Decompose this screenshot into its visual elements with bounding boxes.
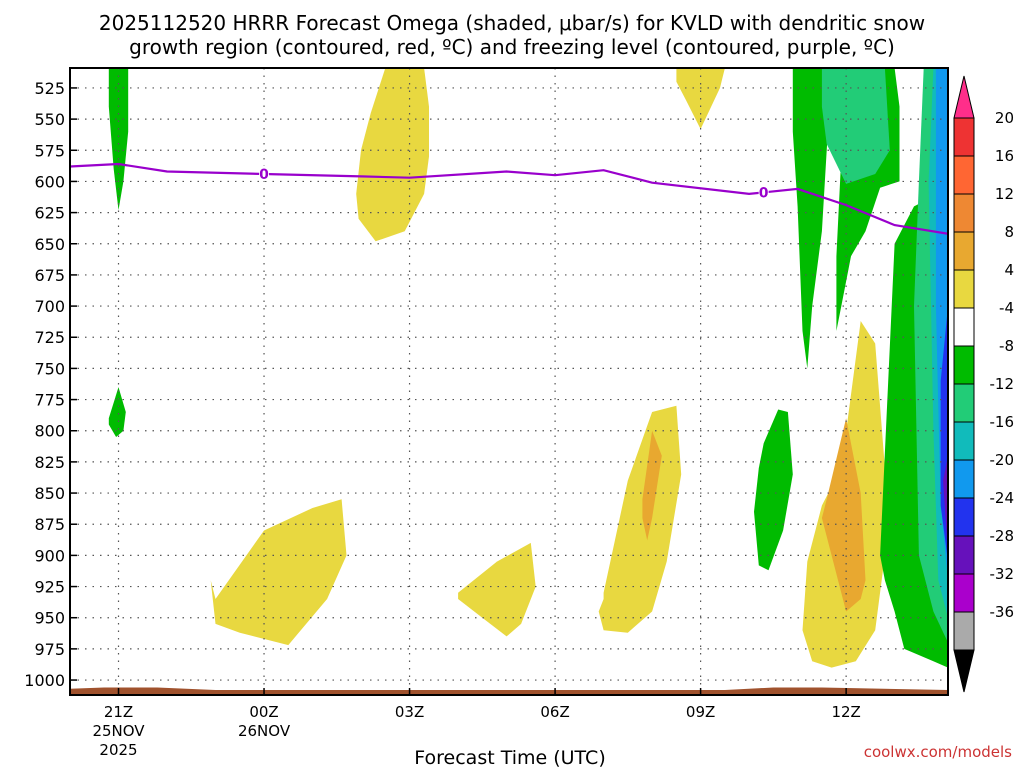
omega-area-yellow-03z: [356, 68, 429, 242]
colorbar-segment-12: [953, 573, 975, 613]
colorbar-label-5: -4: [999, 299, 1014, 317]
colorbar-segment-6: [953, 345, 975, 385]
colorbar-segment-4: [953, 269, 975, 309]
x-tick-date-21Z: 25NOV: [92, 722, 145, 740]
y-tick-label-700: 700: [34, 297, 65, 316]
y-tick-label-575: 575: [34, 141, 65, 160]
terrain-fill: [70, 687, 948, 695]
colorbar-segment-2: [953, 193, 975, 233]
colorbar-label-6: -8: [999, 337, 1014, 355]
omega-area-green-right-main: [792, 68, 948, 668]
y-axis: 525 550 575 600 625 650 675 700 725 750 775 800 825 8…: [24, 79, 77, 690]
omega-area-teal-11z: [821, 68, 890, 184]
x-tick-label-12Z: 12Z: [831, 703, 860, 721]
omega-area-orange-12z: [821, 418, 866, 612]
y-tick-label-875: 875: [34, 515, 65, 534]
freezing-level-line: [70, 162, 948, 235]
colorbar-label-2: 12: [995, 185, 1014, 203]
omega-area-green-21z-upper: [108, 68, 129, 211]
omega-area-yellow-0530z: [458, 542, 536, 637]
omega-shaded-areas: [108, 68, 948, 668]
colorbar-label-3: 8: [1004, 223, 1014, 241]
omega-area-yellow-00z-low: [210, 499, 347, 646]
y-tick-label-550: 550: [34, 110, 65, 129]
credit-link[interactable]: coolwx.com/models: [864, 743, 1012, 761]
y-tick-label-775: 775: [34, 391, 65, 410]
y-tick-label-525: 525: [34, 79, 65, 98]
y-tick-label-825: 825: [34, 453, 65, 472]
omega-area-green-21z-lower: [108, 387, 126, 437]
colorbar-label-11: -28: [990, 527, 1015, 545]
y-tick-label-1000: 1000: [24, 671, 65, 690]
colorbar-segment-9: [953, 459, 975, 499]
x-tick-label-09Z: 09Z: [686, 703, 715, 721]
omega-area-green-10z: [754, 409, 793, 571]
colorbar-segment-5: [953, 307, 975, 347]
colorbar-segment-8: [953, 421, 975, 461]
colorbar-bottom-arrow: [953, 649, 975, 693]
omega-area-yellow-08z: [598, 405, 682, 633]
y-tick-label-725: 725: [34, 328, 65, 347]
chart-title-line1: 2025112520 HRRR Forecast Omega (shaded, …: [99, 11, 925, 35]
y-tick-label-950: 950: [34, 609, 65, 628]
y-tick-label-600: 600: [34, 172, 65, 191]
colorbar: 20 16 12 8 4 -4 -8 -12 -16 -20 -24 -28 -32 -36: [953, 75, 1015, 693]
colorbar-segment-3: [953, 231, 975, 271]
x-tick-label-21Z: 21Z: [104, 703, 133, 721]
colorbar-label-13: -36: [990, 603, 1015, 621]
colorbar-segment-11: [953, 535, 975, 575]
omega-area-orange-08z: [642, 430, 662, 541]
y-tick-label-925: 925: [34, 578, 65, 597]
y-tick-label-900: 900: [34, 546, 65, 565]
colorbar-label-12: -32: [990, 565, 1015, 583]
y-tick-label-675: 675: [34, 266, 65, 285]
x-tick-date-00Z: 26NOV: [238, 722, 291, 740]
y-tick-label-975: 975: [34, 640, 65, 659]
x-tick-label-00Z: 00Z: [249, 703, 278, 721]
x-axis-title: Forecast Time (UTC): [414, 747, 605, 768]
colorbar-segment-13: [953, 611, 975, 651]
colorbar-segment-0: [953, 117, 975, 157]
y-tick-label-800: 800: [34, 422, 65, 441]
svg-text:0: 0: [759, 185, 769, 201]
svg-text:0: 0: [259, 167, 269, 183]
colorbar-label-4: 4: [1004, 261, 1014, 279]
chart-title-line2: growth region (contoured, red, ºC) and f…: [129, 35, 895, 59]
colorbar-segment-1: [953, 155, 975, 195]
x-tick-year-21Z: 2025: [99, 741, 137, 759]
x-tick-label-06Z: 06Z: [540, 703, 569, 721]
colorbar-top-arrow: [953, 75, 975, 119]
terrain-band: [70, 687, 948, 695]
freezing-level-label-1: 0: [758, 184, 769, 201]
y-tick-label-750: 750: [34, 359, 65, 378]
y-tick-label-850: 850: [34, 484, 65, 503]
colorbar-label-7: -12: [990, 375, 1015, 393]
plot-frame: [69, 67, 949, 696]
colorbar-label-8: -16: [990, 413, 1015, 431]
freezing-level-label-0: 0: [259, 165, 269, 183]
colorbar-label-9: -20: [990, 451, 1015, 469]
y-tick-label-625: 625: [34, 204, 65, 223]
y-tick-label-650: 650: [34, 235, 65, 254]
colorbar-label-0: 20: [995, 109, 1014, 127]
colorbar-label-1: 16: [995, 147, 1014, 165]
freezing-level-contour: 00: [70, 162, 948, 235]
x-tick-label-03Z: 03Z: [395, 703, 424, 721]
omega-area-violet-right: [943, 455, 948, 556]
colorbar-segment-7: [953, 383, 975, 423]
colorbar-label-10: -24: [990, 489, 1015, 507]
colorbar-segment-10: [953, 497, 975, 537]
